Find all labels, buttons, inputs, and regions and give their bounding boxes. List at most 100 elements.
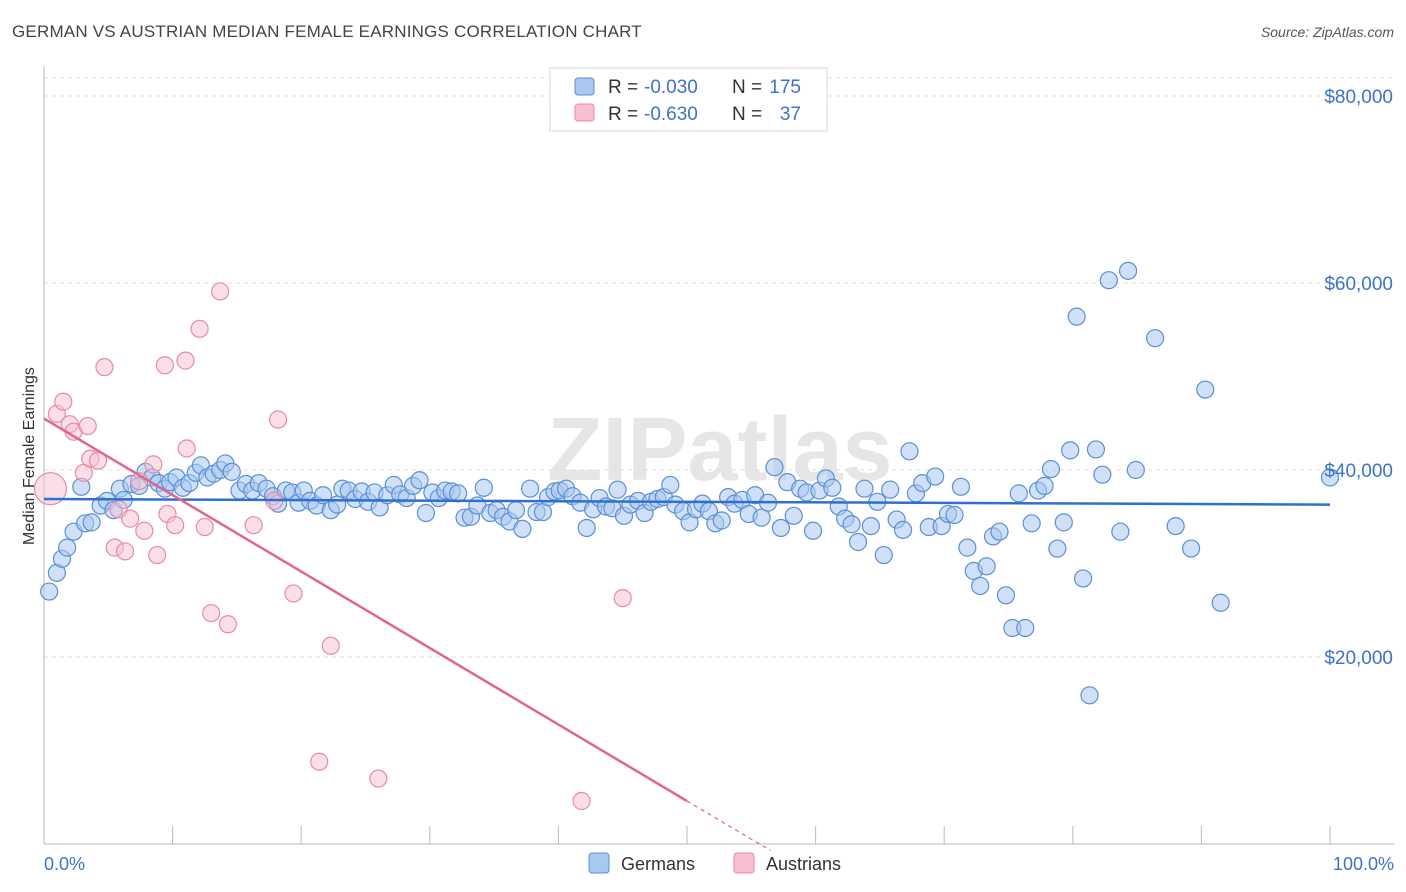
germans-point	[410, 471, 429, 490]
legend-swatch-germans	[574, 77, 595, 96]
germans-point	[1067, 307, 1086, 326]
austrians-point	[54, 392, 73, 411]
austrians-point	[218, 615, 237, 634]
y-tick-label: $60,000	[1324, 274, 1393, 295]
germans-point	[608, 480, 627, 499]
series-legend: Germans Austrians	[588, 852, 841, 874]
austrians-point	[155, 356, 174, 375]
germans-point	[881, 480, 900, 499]
legend-n-value-germans: 175	[769, 77, 801, 98]
germans-point	[474, 478, 493, 497]
germans-points	[40, 261, 1340, 705]
austrians-point	[144, 455, 163, 474]
legend-r-label-germans: R =	[608, 77, 638, 98]
germans-point	[1022, 514, 1041, 533]
germans-point	[1086, 440, 1106, 459]
germans-point	[855, 479, 874, 498]
germans-point	[328, 495, 347, 514]
germans-point	[893, 520, 913, 539]
germans-point	[1211, 593, 1230, 612]
germans-point	[951, 477, 971, 496]
trend-lines	[43, 417, 1331, 852]
germans-point	[1054, 513, 1073, 532]
germans-trend-line	[43, 497, 1331, 506]
legend-swatch-austrians	[574, 103, 595, 122]
austrians-point	[166, 516, 185, 535]
germans-point	[1196, 380, 1215, 399]
germans-point	[1118, 261, 1138, 280]
y-tick-label: $40,000	[1324, 461, 1393, 482]
germans-point	[1080, 686, 1099, 705]
germans-point	[848, 532, 868, 552]
legend-n-value-austrians: 37	[780, 104, 801, 125]
germans-point	[1111, 522, 1130, 541]
austrians-point	[244, 516, 263, 535]
germans-point	[521, 479, 540, 498]
germans-point	[1073, 569, 1093, 588]
austrians-point	[121, 509, 140, 528]
austrians-point	[369, 769, 388, 788]
austrians-point	[148, 545, 167, 565]
germans-point	[958, 538, 977, 557]
gridlines	[44, 77, 1394, 658]
germans-point	[874, 545, 893, 565]
legend-r-value-germans: -0.030	[644, 77, 698, 98]
austrians-point	[135, 521, 154, 540]
austrians-point	[321, 636, 340, 655]
germans-point	[752, 508, 771, 527]
y-axis-label: Median Female Earnings	[21, 367, 38, 545]
austrians-point	[190, 319, 209, 338]
germans-point	[513, 519, 532, 539]
austrians-point	[115, 542, 135, 561]
germans-point	[712, 511, 731, 530]
austrians-point	[78, 416, 97, 436]
germans-point	[1182, 539, 1201, 558]
germans-point	[971, 576, 990, 596]
germans-point	[926, 467, 945, 486]
germans-point	[771, 518, 790, 538]
austrians-trend-extension	[686, 800, 771, 852]
austrians-point	[211, 282, 230, 301]
austrians-point	[176, 351, 195, 370]
germans-point	[1166, 516, 1185, 536]
austrians-point	[613, 588, 632, 608]
germans-point	[842, 515, 861, 534]
germans-point	[900, 442, 919, 461]
germans-point	[1146, 329, 1165, 348]
chart-title: GERMAN VS AUSTRIAN MEDIAN FEMALE EARNING…	[12, 22, 642, 41]
germans-point	[823, 478, 842, 497]
germans-point	[1041, 459, 1061, 479]
germans-point	[661, 475, 680, 495]
germans-point	[1061, 441, 1080, 460]
germans-point	[1093, 465, 1112, 484]
austrians-point	[33, 472, 68, 506]
austrians-point	[195, 517, 214, 537]
germans-point	[448, 484, 468, 503]
austrians-point	[177, 439, 196, 458]
austrians-point	[268, 410, 288, 429]
austrians-trend-line	[43, 417, 688, 803]
series-legend-label-germans: Germans	[621, 854, 695, 874]
germans-point	[784, 506, 803, 525]
germans-point	[1099, 271, 1118, 290]
austrians-point	[310, 752, 329, 771]
austrians-point	[202, 603, 221, 623]
series-legend-swatch-austrians	[733, 852, 755, 874]
germans-point	[861, 516, 880, 536]
y-tick-label: $20,000	[1324, 648, 1393, 669]
germans-point	[990, 522, 1009, 541]
x-tick-label-max: 100.0%	[1333, 854, 1394, 874]
correlation-legend: R = -0.030 N = 175 R = -0.630 N = 37	[549, 67, 828, 132]
germans-point	[803, 521, 823, 540]
germans-point	[1016, 618, 1035, 638]
germans-point	[1048, 539, 1067, 558]
legend-n-label-austrians: N =	[732, 104, 762, 125]
germans-point	[40, 582, 59, 601]
germans-point	[82, 513, 101, 532]
germans-point	[577, 518, 596, 538]
y-tick-labels: $20,000 $40,000 $60,000 $80,000	[1324, 87, 1393, 669]
germans-point	[416, 503, 436, 523]
germans-point	[1126, 460, 1145, 480]
y-tick-label: $80,000	[1324, 87, 1393, 108]
